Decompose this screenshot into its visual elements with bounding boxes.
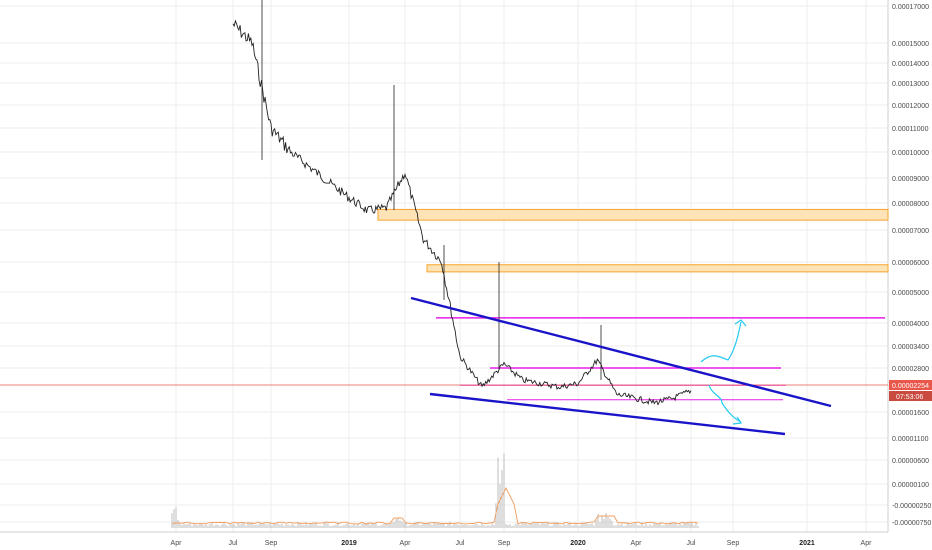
x-tick-label: Jul — [687, 540, 696, 547]
x-axis[interactable]: Apr Jul Sep 2019 Apr Jul Sep 2020 Apr Jul Sep 2021 A… — [171, 540, 873, 547]
projection-arrows — [700, 319, 747, 425]
projection-arrow-down — [708, 384, 742, 423]
price-badges: 0.00002254 07:53:06 — [889, 380, 932, 401]
volume-moving-average — [171, 486, 699, 525]
x-tick-label: 2020 — [570, 540, 586, 547]
x-tick-label: Apr — [861, 540, 873, 547]
trendline-lower — [429, 392, 786, 436]
x-tick-label: Jul — [456, 540, 465, 547]
y-tick-label: 0.00012000 — [892, 103, 929, 110]
x-tick-label: 2019 — [341, 540, 357, 547]
y-tick-label: 0.00013000 — [892, 81, 929, 88]
y-tick-label: 0.00014000 — [892, 61, 929, 68]
resistance-zones — [377, 208, 889, 273]
resistance-zone — [426, 264, 889, 273]
y-tick-label: 0.00003400 — [892, 344, 929, 351]
arrow-head-down — [732, 416, 743, 425]
x-tick-label: 2021 — [799, 540, 815, 547]
trendlines — [410, 296, 832, 436]
y-tick-label: 0.00004000 — [892, 321, 929, 328]
resistance-zone — [377, 208, 889, 221]
x-tick-label: Apr — [171, 540, 183, 547]
current-price-badge — [889, 380, 932, 390]
y-tick-label: 0.00005000 — [892, 290, 929, 297]
x-tick-label: Sep — [265, 540, 278, 547]
volume-series — [171, 453, 699, 528]
y-tick-label: 0.00008000 — [892, 201, 929, 208]
y-tick-label: 0.00001600 — [892, 410, 929, 417]
countdown-value: 07:53:06 — [896, 394, 923, 401]
y-tick-label: 0.00011000 — [892, 126, 929, 133]
countdown-badge — [889, 391, 932, 401]
y-tick-label: -0.00000250 — [892, 503, 931, 510]
x-tick-label: Apr — [631, 540, 643, 547]
x-tick-label: Sep — [727, 540, 740, 547]
projection-arrow-up — [700, 321, 742, 363]
price-line — [232, 19, 692, 406]
y-tick-label: 0.00002800 — [892, 366, 929, 373]
y-tick-label: 0.00017000 — [892, 4, 929, 11]
x-tick-label: Jul — [229, 540, 238, 547]
price-series — [232, 0, 692, 406]
y-tick-label: 0.00006000 — [892, 260, 929, 267]
y-tick-label: 0.00007000 — [892, 228, 929, 235]
y-tick-label: 0.00000100 — [892, 482, 929, 489]
y-tick-label: -0.00000750 — [892, 520, 931, 527]
y-tick-label: 0.00015000 — [892, 41, 929, 48]
horizontal-levels — [0, 317, 888, 401]
y-tick-label: 0.00009000 — [892, 176, 929, 183]
x-tick-label: Apr — [400, 540, 412, 547]
y-tick-label: 0.00000600 — [892, 458, 929, 465]
current-price-value: 0.00002254 — [892, 383, 929, 390]
trendline-upper — [410, 296, 832, 408]
arrow-head-up — [734, 319, 747, 327]
y-axis[interactable]: 0.00017000 0.00015000 0.00014000 0.00013000… — [892, 4, 931, 527]
y-tick-label: 0.00010000 — [892, 150, 929, 157]
y-tick-label: 0.00001100 — [892, 436, 929, 443]
x-tick-label: Sep — [498, 540, 511, 547]
grid-lines — [0, 0, 889, 533]
